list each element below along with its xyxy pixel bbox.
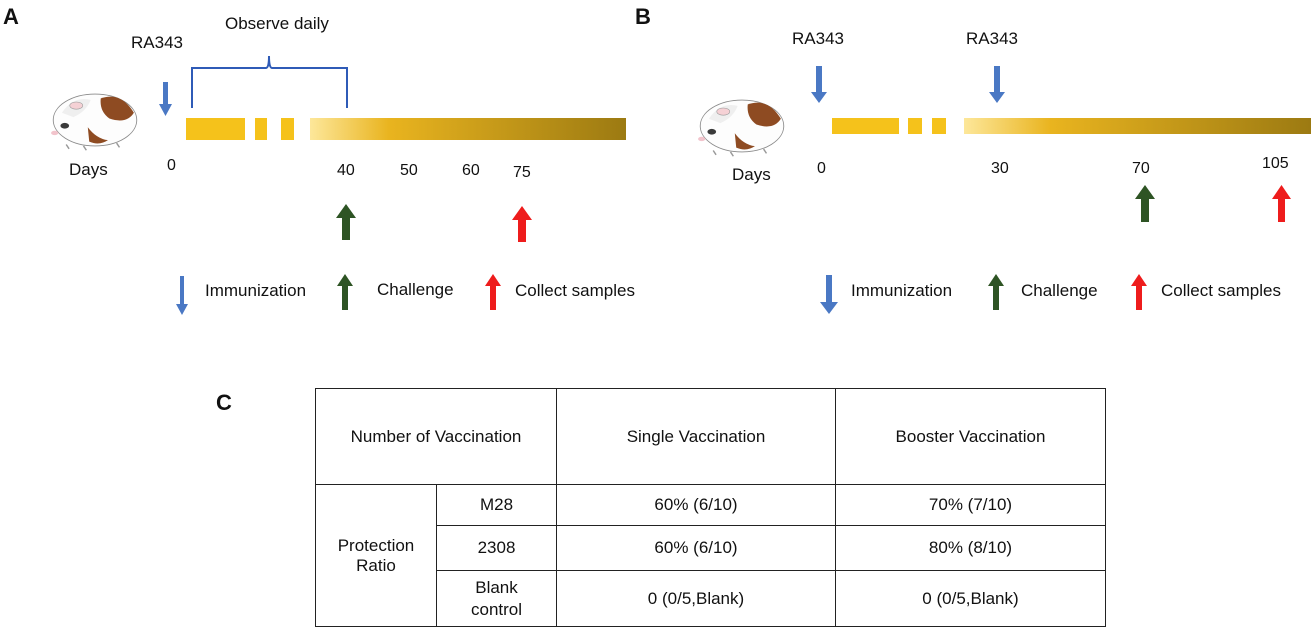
panel-b-tick: 0 (817, 160, 826, 177)
header-booster-vaccination: Booster Vaccination (835, 388, 1106, 485)
panel-b-legend-collect: Collect samples (1161, 281, 1281, 300)
row-name-label: Blank control (470, 577, 523, 619)
legend-challenge-arrow-icon (337, 274, 353, 310)
challenge-arrow-icon (1135, 185, 1155, 222)
table-row: Protection Ratio M28 60% (6/10) 70% (7/1… (315, 484, 1106, 627)
panel-b-legend-challenge: Challenge (1021, 281, 1098, 300)
panel-b-letter: B (635, 4, 651, 29)
observe-daily-label: Observe daily (225, 14, 329, 33)
header-number-of-vaccination: Number of Vaccination (315, 388, 557, 485)
row-group-label: Protection Ratio (337, 535, 415, 575)
guinea-pig-icon (697, 99, 785, 157)
single-vaccination-cell: 60% (6/10) (556, 484, 836, 526)
observe-brace (191, 55, 348, 108)
legend-collect-arrow-icon (1131, 274, 1147, 310)
immunization-arrow-icon (811, 66, 827, 103)
panel-a-legend-challenge: Challenge (377, 280, 454, 299)
guinea-pig-icon (50, 93, 138, 151)
header-single-vaccination: Single Vaccination (556, 388, 836, 485)
panel-a-agent-label: RA343 (131, 33, 183, 52)
collect-arrow-icon (512, 206, 532, 242)
protection-ratio-table: Number of Vaccination Single Vaccination… (315, 388, 1106, 627)
timeline-bar-segment (908, 118, 922, 134)
immunization-arrow-icon (159, 82, 172, 116)
row-name-cell: M28 (436, 484, 557, 526)
panel-a-tick: 75 (513, 164, 531, 181)
panel-a-letter: A (3, 4, 19, 29)
table-row: 2308 60% (6/10) 80% (8/10) (316, 525, 1106, 571)
row-name-cell: Blank control (436, 570, 557, 627)
challenge-arrow-icon (336, 204, 356, 240)
panel-b-agent-label: RA343 (966, 29, 1018, 48)
timeline-bar-segment (186, 118, 245, 140)
panel-a-legend-collect: Collect samples (515, 281, 635, 300)
single-vaccination-cell: 0 (0/5,Blank) (556, 570, 836, 627)
panel-a-legend-immunization: Immunization (205, 281, 307, 300)
legend-challenge-arrow-icon (988, 274, 1004, 310)
legend-collect-arrow-icon (485, 274, 501, 310)
row-name-cell: 2308 (436, 525, 557, 571)
booster-vaccination-cell: 0 (0/5,Blank) (835, 570, 1106, 627)
panel-b-tick: 105 (1262, 155, 1289, 172)
legend-immunization-arrow-icon (820, 275, 838, 314)
row-group-protection-ratio: Protection Ratio (315, 484, 437, 627)
panel-a-tick: 40 (337, 162, 355, 179)
table-header-row: Number of Vaccination Single Vaccination… (315, 388, 1106, 485)
panel-b-tick: 70 (1132, 160, 1150, 177)
booster-vaccination-cell: 70% (7/10) (835, 484, 1106, 526)
timeline-bar-gradient (310, 118, 626, 140)
panel-a-tick: 0 (167, 157, 176, 174)
booster-vaccination-cell: 80% (8/10) (835, 525, 1106, 571)
single-vaccination-cell: 60% (6/10) (556, 525, 836, 571)
timeline-bar-segment (932, 118, 946, 134)
panel-b-legend-immunization: Immunization (851, 281, 953, 300)
panel-b-days-label: Days (732, 165, 771, 184)
table-row: Blank control 0 (0/5,Blank) 0 (0/5,Blank… (316, 570, 1106, 627)
timeline-bar-segment (281, 118, 294, 140)
legend-immunization-arrow-icon (176, 276, 188, 315)
panel-b-tick: 30 (991, 160, 1009, 177)
panel-c-letter: C (216, 390, 232, 415)
panel-b-agent-label: RA343 (792, 29, 844, 48)
timeline-bar-segment (255, 118, 267, 140)
booster-arrow-icon (989, 66, 1005, 103)
panel-a-days-label: Days (69, 160, 108, 179)
timeline-bar-gradient (964, 118, 1311, 134)
timeline-bar-segment (832, 118, 899, 134)
panel-a-tick: 60 (462, 162, 480, 179)
panel-a-tick: 50 (400, 162, 418, 179)
collect-arrow-icon (1272, 185, 1291, 222)
